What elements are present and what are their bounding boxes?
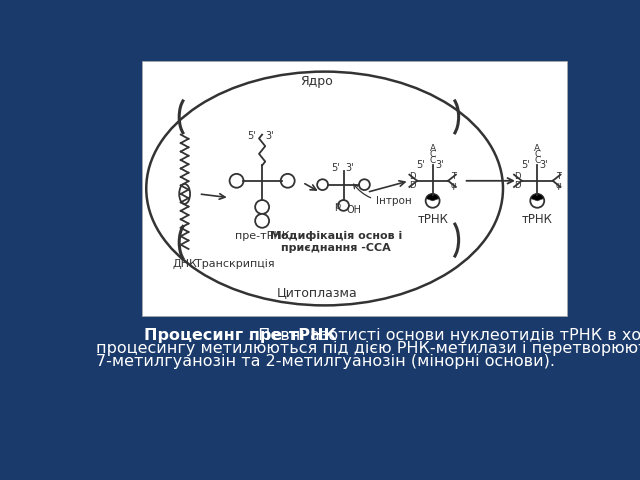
Text: тРНК: тРНК (417, 213, 448, 226)
Text: D: D (409, 181, 416, 190)
Text: Транскрипція: Транскрипція (195, 259, 275, 269)
Text: T: T (451, 172, 456, 180)
Text: тРНК: тРНК (522, 213, 553, 226)
Text: C: C (534, 156, 540, 165)
Text: p: p (334, 201, 340, 211)
FancyBboxPatch shape (142, 61, 566, 315)
Text: Процесинг пре-тРНК: Процесинг пре-тРНК (143, 328, 336, 343)
Text: D: D (409, 172, 416, 180)
Text: 3': 3' (266, 131, 274, 141)
Text: ψ: ψ (556, 181, 561, 190)
Circle shape (230, 174, 244, 188)
Circle shape (531, 194, 544, 208)
Text: Інтрон: Інтрон (354, 184, 412, 206)
Wedge shape (531, 194, 544, 201)
Text: A: A (429, 144, 436, 153)
Text: Ядро: Ядро (301, 75, 333, 88)
Text: C: C (429, 156, 436, 165)
Text: C: C (429, 150, 436, 159)
Circle shape (281, 174, 294, 188)
Text: 3': 3' (346, 163, 354, 173)
Text: 7-метилгуанозін та 2-метилгуанозін (мінорні основи).: 7-метилгуанозін та 2-метилгуанозін (міно… (95, 354, 554, 369)
Text: ДНК: ДНК (172, 259, 197, 269)
Circle shape (317, 179, 328, 190)
Text: D: D (514, 172, 520, 180)
Text: 5': 5' (521, 160, 529, 170)
Text: 5': 5' (332, 163, 340, 173)
Text: A: A (534, 144, 540, 153)
Text: OH: OH (347, 205, 362, 215)
Circle shape (338, 200, 349, 211)
Text: процесингу метилюються під дією РНК-метилази і перетворюються, наприклад, у: процесингу метилюються під дією РНК-мети… (95, 341, 640, 356)
Text: . Певні азотисті основи нуклеотидів тРНК в ході: . Певні азотисті основи нуклеотидів тРНК… (248, 328, 640, 343)
Text: T: T (556, 172, 561, 180)
Text: Цитоплазма: Цитоплазма (276, 286, 357, 299)
Text: ψ: ψ (451, 181, 456, 190)
Wedge shape (426, 194, 439, 201)
Text: D: D (514, 181, 520, 190)
Circle shape (359, 179, 370, 190)
Text: пре-тРНК: пре-тРНК (235, 231, 289, 241)
Text: 3': 3' (435, 160, 444, 170)
Circle shape (426, 194, 440, 208)
Text: 5': 5' (247, 131, 255, 141)
Text: 5': 5' (416, 160, 425, 170)
Text: 3': 3' (540, 160, 548, 170)
Circle shape (255, 200, 269, 214)
Text: C: C (534, 150, 540, 159)
Text: Модифікація основ і
приєднання -ССА: Модифікація основ і приєднання -ССА (269, 231, 402, 252)
Ellipse shape (179, 184, 190, 204)
Circle shape (255, 214, 269, 228)
